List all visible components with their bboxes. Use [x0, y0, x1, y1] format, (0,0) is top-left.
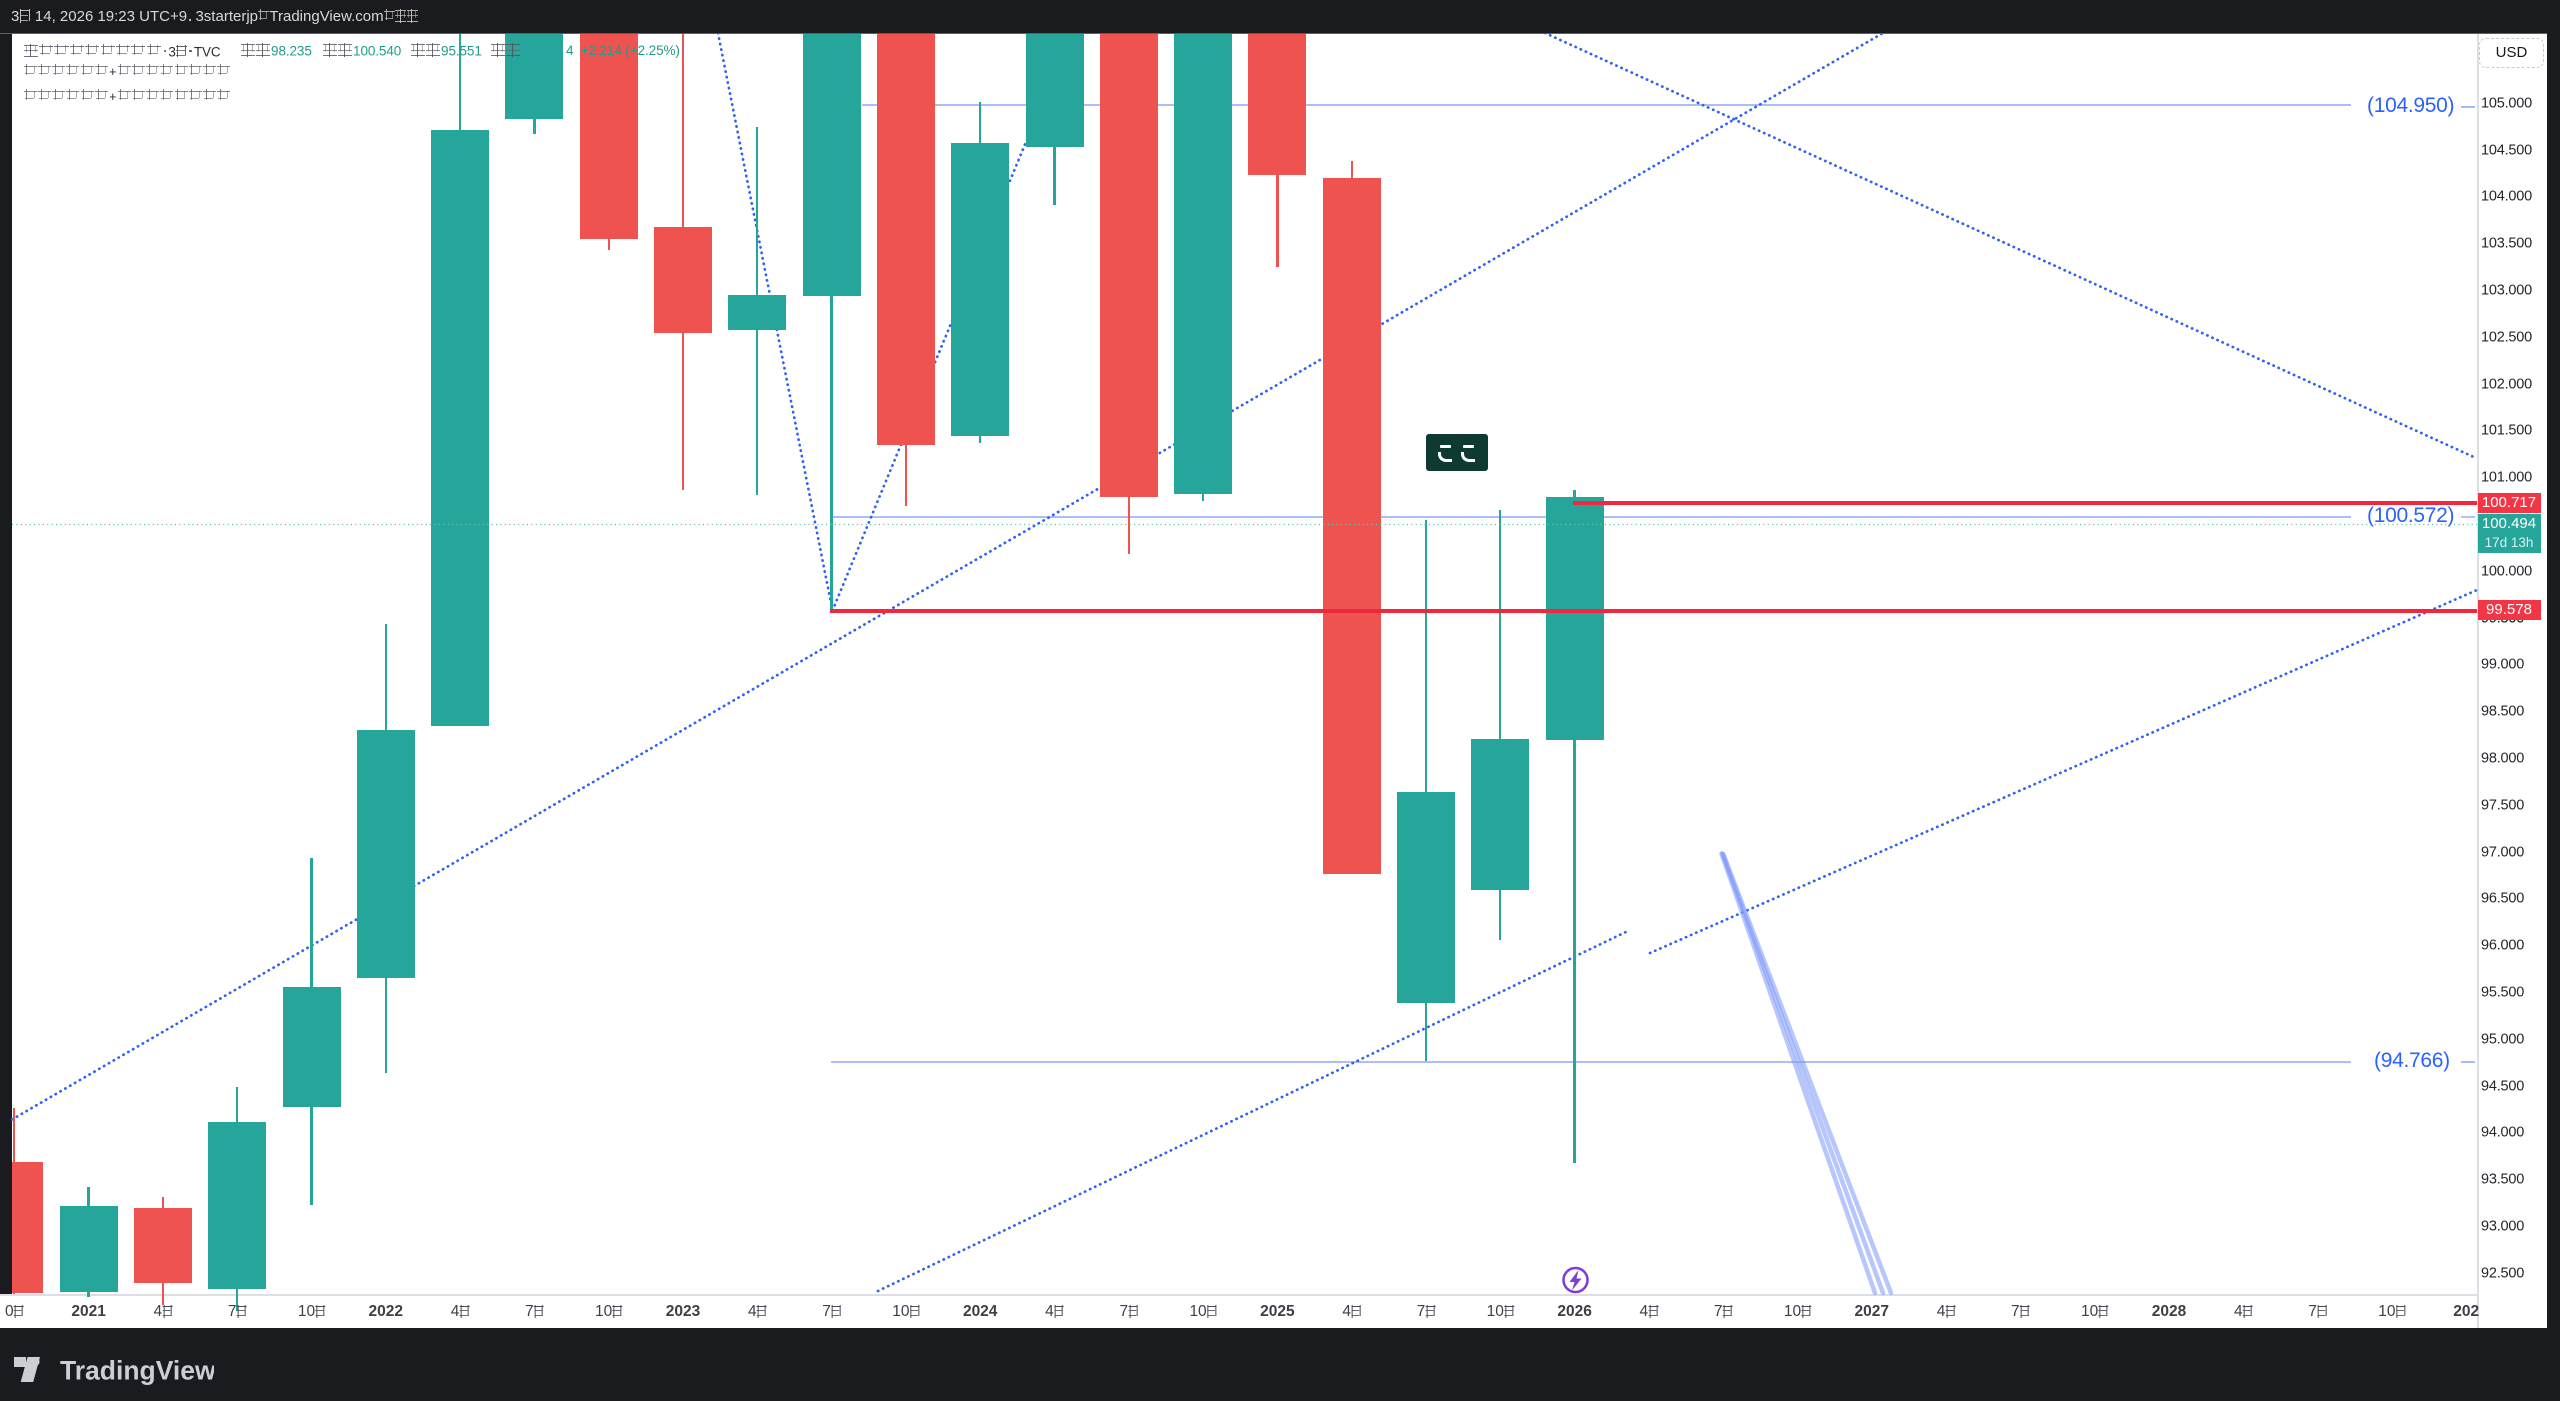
svg-text:TradingView: TradingView — [60, 1356, 214, 1386]
